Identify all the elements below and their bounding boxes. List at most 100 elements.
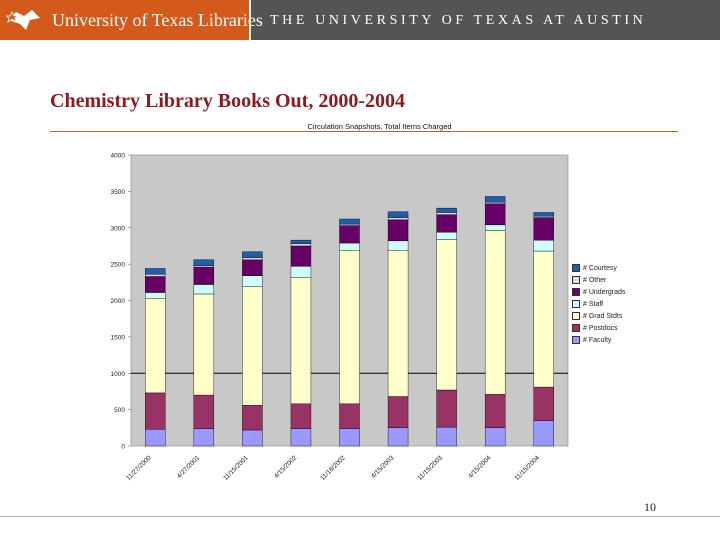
bar-segment-staff (484, 224, 506, 231)
legend-label: # Other (583, 276, 607, 284)
bar-segment-staff (533, 239, 554, 252)
legend-item: # Staff (572, 298, 625, 310)
y-tick-label: 2000 (111, 298, 126, 305)
banner-divider (249, 0, 251, 40)
bar-segment-undergrads (484, 203, 506, 226)
bar-segment-postdocs (290, 403, 312, 429)
legend-label: # Grad Stdts (583, 312, 623, 320)
bar-segment-courtesy (193, 259, 215, 266)
bar-segment-faculty (290, 428, 312, 447)
chart-title: Circulation Snapshots, Total Items Charg… (307, 122, 451, 131)
x-tick-label: 11/15/2003 (416, 454, 444, 482)
bar-segment-postdocs (193, 394, 215, 429)
bar-segment-postdocs (387, 396, 409, 429)
bar-segment-undergrads (145, 276, 166, 293)
bar-segment-other (387, 217, 409, 220)
bar-segment-other (145, 274, 166, 277)
bar-segment-faculty (387, 427, 409, 447)
bar-segment-undergrads (436, 214, 457, 233)
bar-segment-postdocs (484, 394, 506, 429)
y-tick-label: 500 (114, 407, 125, 414)
bar-segment-other (533, 215, 554, 218)
bar-segment-undergrads (242, 259, 263, 276)
bar-segment-postdocs (436, 389, 457, 428)
bar-segment-courtesy (339, 218, 360, 225)
bar-segment-undergrads (387, 219, 409, 242)
bar-segment-postdocs (533, 386, 554, 421)
page-number: 10 (644, 500, 656, 514)
y-tick-label: 3000 (111, 225, 126, 232)
bar-segment-staff (145, 292, 166, 299)
bar-segment-faculty (533, 420, 554, 447)
bar-segment-staff (339, 242, 360, 251)
bar-segment-gradstdts (436, 239, 457, 391)
y-tick-label: 1000 (111, 371, 126, 378)
library-banner[interactable]: University of Texas Libraries (0, 0, 263, 40)
legend-label: # Courtesy (583, 264, 617, 272)
bar-segment-staff (436, 231, 457, 240)
legend-swatch (572, 336, 580, 344)
bar-segment-other (339, 223, 360, 226)
bar-segment-gradstdts (145, 298, 166, 394)
y-tick-label: 4000 (111, 153, 126, 160)
bar-segment-faculty (193, 428, 215, 447)
legend-swatch (572, 264, 580, 272)
bar-segment-undergrads (533, 217, 554, 241)
legend-item: # Faculty (572, 334, 625, 346)
x-tick-label: 4/15/2002 (273, 454, 299, 480)
texas-star-logo-icon (6, 10, 40, 30)
y-tick-label: 3500 (111, 189, 126, 196)
y-tick-label: 1500 (111, 334, 126, 341)
x-tick-label: 11/27/2000 (125, 454, 153, 482)
bar-segment-other (193, 265, 215, 268)
bar-segment-gradstdts (533, 250, 554, 388)
bar-segment-undergrads (339, 225, 360, 244)
bar-segment-courtesy (533, 212, 554, 217)
bar-segment-faculty (242, 429, 263, 447)
bar-segment-other (436, 212, 457, 215)
bar-segment-other (484, 202, 506, 204)
legend-item: # Other (572, 274, 625, 286)
title-rule (50, 131, 678, 132)
legend-label: # Postdocs (583, 324, 618, 332)
legend-swatch (572, 300, 580, 308)
legend-swatch (572, 312, 580, 320)
bar-segment-gradstdts (339, 250, 360, 405)
bar-segment-staff (193, 284, 215, 295)
bar-segment-gradstdts (484, 230, 506, 395)
legend-swatch (572, 324, 580, 332)
bar-segment-faculty (436, 426, 457, 447)
x-tick-label: 11/15/2004 (514, 454, 542, 482)
bar-segment-other (242, 257, 263, 260)
header-banner: University of Texas Libraries THE UNIVER… (0, 0, 720, 40)
library-name: University of Texas Libraries (52, 10, 263, 30)
bar-segment-faculty (484, 427, 506, 447)
legend-item: # Grad Stdts (572, 310, 625, 322)
bar-segment-courtesy (436, 207, 457, 213)
bar-segment-postdocs (339, 403, 360, 429)
university-name[interactable]: THE UNIVERSITY OF TEXAS AT AUSTIN (270, 13, 647, 28)
y-tick-label: 0 (121, 444, 125, 451)
bar-segment-postdocs (242, 405, 263, 431)
legend-swatch (572, 276, 580, 284)
x-tick-label: 4/27/2001 (176, 454, 202, 480)
bar-segment-courtesy (145, 268, 166, 275)
footer-divider (0, 516, 720, 517)
bar-segment-courtesy (484, 196, 506, 203)
legend-label: # Faculty (583, 336, 612, 344)
bar-segment-gradstdts (290, 277, 312, 405)
slide-title: Chemistry Library Books Out, 2000-2004 (50, 90, 405, 112)
bar-segment-undergrads (193, 266, 215, 285)
x-tick-label: 11/15/2001 (222, 454, 250, 482)
x-tick-label: 4/15/2004 (467, 454, 493, 480)
bar-segment-faculty (145, 429, 166, 447)
y-tick-label: 2500 (111, 262, 126, 269)
bar-segment-gradstdts (242, 286, 263, 406)
bar-segment-staff (387, 240, 409, 251)
x-tick-label: 4/15/2003 (370, 454, 396, 480)
legend-item: # Undergrads (572, 286, 625, 298)
legend-label: # Undergrads (583, 288, 626, 296)
chart-legend: # Courtesy # Other # Undergrads # Staff # Gr… (572, 262, 625, 346)
bar-segment-gradstdts (193, 293, 215, 396)
